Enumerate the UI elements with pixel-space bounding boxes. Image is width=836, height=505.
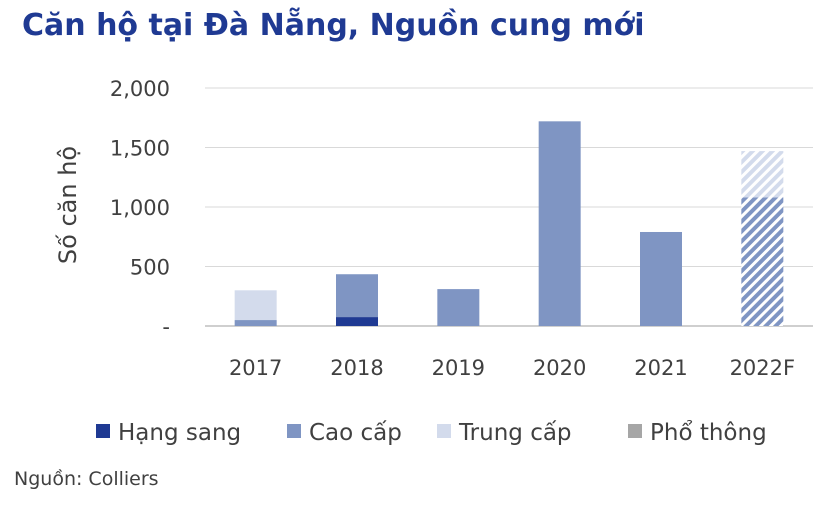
legend-label: Cao cấp (309, 420, 402, 446)
bars (234, 121, 784, 326)
bar-segment-2021-1 (640, 231, 682, 326)
y-tick-label: 1,500 (110, 137, 170, 161)
bar-segment-2019-1 (437, 289, 480, 326)
y-tick-label: 2,000 (110, 77, 170, 101)
x-tick-label: 2018 (330, 356, 383, 380)
legend-label: Trung cấp (458, 420, 572, 446)
x-tick-label: 2019 (432, 356, 485, 380)
bar-segment-2018-0 (336, 317, 378, 326)
bar-segment-2022F-2 (741, 151, 784, 198)
legend-swatch (628, 424, 642, 438)
legend: Hạng sang Cao cấp Trung cấp Phổ thông (96, 420, 767, 446)
x-axis-ticks: 2017 2018 2019 2020 2021 2022F (229, 356, 795, 380)
y-tick-label: 500 (130, 256, 170, 280)
chart-title: Căn hộ tại Đà Nẵng, Nguồn cung mới (22, 8, 645, 43)
legend-swatch (287, 424, 301, 438)
legend-swatch (96, 424, 110, 438)
legend-label: Hạng sang (118, 420, 241, 446)
source-note: Nguồn: Colliers (14, 468, 159, 490)
x-tick-label: 2017 (229, 356, 282, 380)
x-tick-label: 2020 (533, 356, 586, 380)
bar-segment-2020-1 (538, 121, 581, 326)
x-tick-label: 2022F (730, 356, 796, 380)
y-axis-label: Số căn hộ (54, 146, 82, 264)
legend-label: Phổ thông (650, 420, 767, 446)
x-tick-label: 2021 (634, 356, 687, 380)
bar-segment-2017-1 (234, 320, 277, 326)
gridlines (205, 87, 813, 327)
legend-swatch (437, 424, 451, 438)
bar-segment-2022F-1 (741, 197, 784, 326)
y-tick-label: - (162, 315, 170, 339)
y-axis-ticks: - 500 1,000 1,500 2,000 (110, 77, 170, 339)
bar-segment-2018-1 (336, 274, 378, 318)
y-tick-label: 1,000 (110, 196, 170, 220)
bar-segment-2017-2 (234, 290, 277, 321)
